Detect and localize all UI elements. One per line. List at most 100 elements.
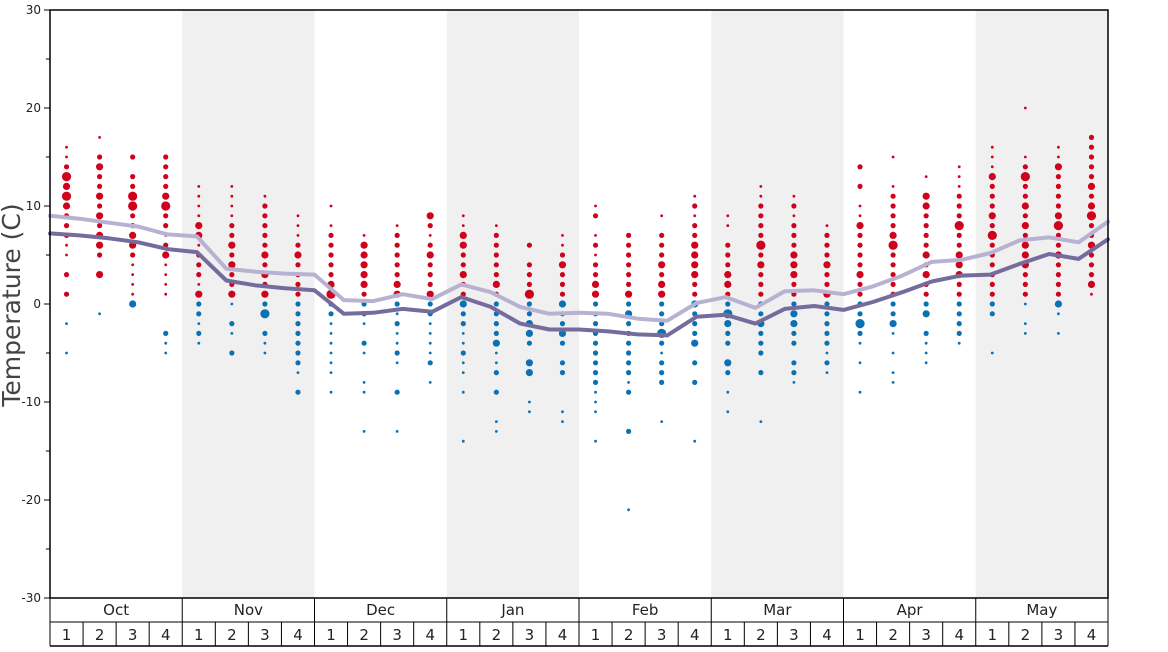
warm-dot [63, 291, 70, 297]
warm-dot [329, 204, 333, 208]
y-tick-label: -30 [21, 591, 41, 605]
cold-dot [790, 310, 798, 318]
warm-dot [1088, 223, 1095, 229]
cold-dot [328, 311, 334, 317]
warm-dot [956, 193, 962, 199]
cold-dot [229, 321, 235, 327]
cold-dot [594, 390, 597, 394]
warm-dot [328, 272, 334, 278]
week-label: 3 [128, 626, 138, 644]
warm-dot [989, 281, 995, 287]
warm-dot [790, 251, 798, 259]
warm-dot [758, 232, 764, 238]
cold-dot [858, 341, 862, 345]
warm-dot [990, 165, 994, 169]
cold-dot [394, 350, 400, 356]
cold-dot [594, 410, 597, 414]
cold-dot [493, 370, 499, 376]
warm-dot [856, 222, 864, 230]
cold-dot [693, 439, 697, 443]
cold-dot [329, 341, 333, 345]
cold-dot [924, 361, 928, 365]
week-label: 2 [888, 626, 898, 644]
cold-dot [625, 360, 632, 366]
warm-dot [625, 262, 632, 268]
cold-dot [461, 390, 465, 394]
cold-dot [627, 508, 630, 512]
cold-dot [526, 340, 533, 346]
week-label: 1 [459, 626, 469, 644]
warm-dot [328, 262, 334, 268]
cold-dot [561, 410, 564, 414]
warm-dot [95, 271, 104, 279]
week-label: 2 [1021, 626, 1031, 644]
cold-dot [164, 351, 168, 355]
warm-dot [162, 192, 170, 200]
cold-dot [295, 350, 301, 356]
cold-dot [725, 370, 731, 376]
cold-dot [493, 389, 499, 395]
warm-dot [1088, 154, 1095, 160]
cold-dot [660, 351, 664, 355]
warm-dot [691, 261, 699, 269]
cold-dot [692, 330, 698, 336]
warm-dot [1055, 174, 1062, 180]
warm-dot [792, 214, 796, 218]
warm-dot [790, 261, 798, 269]
cold-dot [824, 340, 830, 346]
warm-dot [197, 204, 201, 208]
warm-dot [857, 262, 863, 268]
warm-dot [791, 281, 797, 287]
week-label: 1 [62, 626, 72, 644]
cold-dot [196, 311, 202, 317]
warm-dot [825, 224, 829, 228]
warm-dot [559, 272, 566, 278]
warm-dot [858, 214, 862, 218]
cold-dot [923, 330, 929, 336]
warm-dot [197, 243, 201, 247]
cold-dot [791, 370, 797, 376]
warm-dot [659, 272, 665, 278]
warm-dot [956, 242, 962, 248]
warm-dot [426, 290, 434, 298]
warm-dot [360, 241, 368, 249]
warm-dot [229, 223, 235, 229]
warm-dot [1022, 291, 1028, 297]
warm-dot [692, 232, 698, 238]
cold-dot [362, 351, 366, 355]
cold-dot [196, 301, 202, 307]
warm-dot [758, 272, 764, 278]
warm-dot [61, 172, 72, 182]
cold-dot [559, 321, 566, 327]
y-tick-label: 30 [26, 3, 41, 17]
upper-trend-line [48, 213, 1110, 323]
warm-dot [956, 213, 962, 219]
cold-dot [98, 312, 101, 316]
warm-dot [989, 291, 995, 297]
cold-dot [724, 359, 732, 367]
month-label: May [1026, 601, 1057, 619]
warm-dot [360, 280, 368, 288]
cold-dot [1057, 332, 1060, 335]
warm-dot [922, 202, 930, 210]
cold-dot [329, 361, 333, 365]
warm-dot [792, 194, 796, 198]
cold-dot [262, 330, 268, 336]
warm-dot [63, 272, 70, 278]
cold-dot [594, 400, 597, 404]
cold-dot [758, 340, 764, 346]
warm-dot [1055, 281, 1062, 287]
cold-dot [957, 341, 961, 345]
warm-dot [726, 224, 730, 228]
cold-dot [758, 350, 764, 356]
warm-dot [857, 242, 863, 248]
warm-dot [131, 283, 135, 286]
warm-dot [230, 204, 234, 208]
warm-dot [625, 232, 632, 238]
week-label: 3 [789, 626, 799, 644]
y-tick-label: -20 [21, 493, 41, 507]
week-label: 2 [95, 626, 105, 644]
warm-dot [427, 223, 433, 229]
warm-dot [96, 154, 103, 160]
cold-dot [526, 301, 533, 307]
